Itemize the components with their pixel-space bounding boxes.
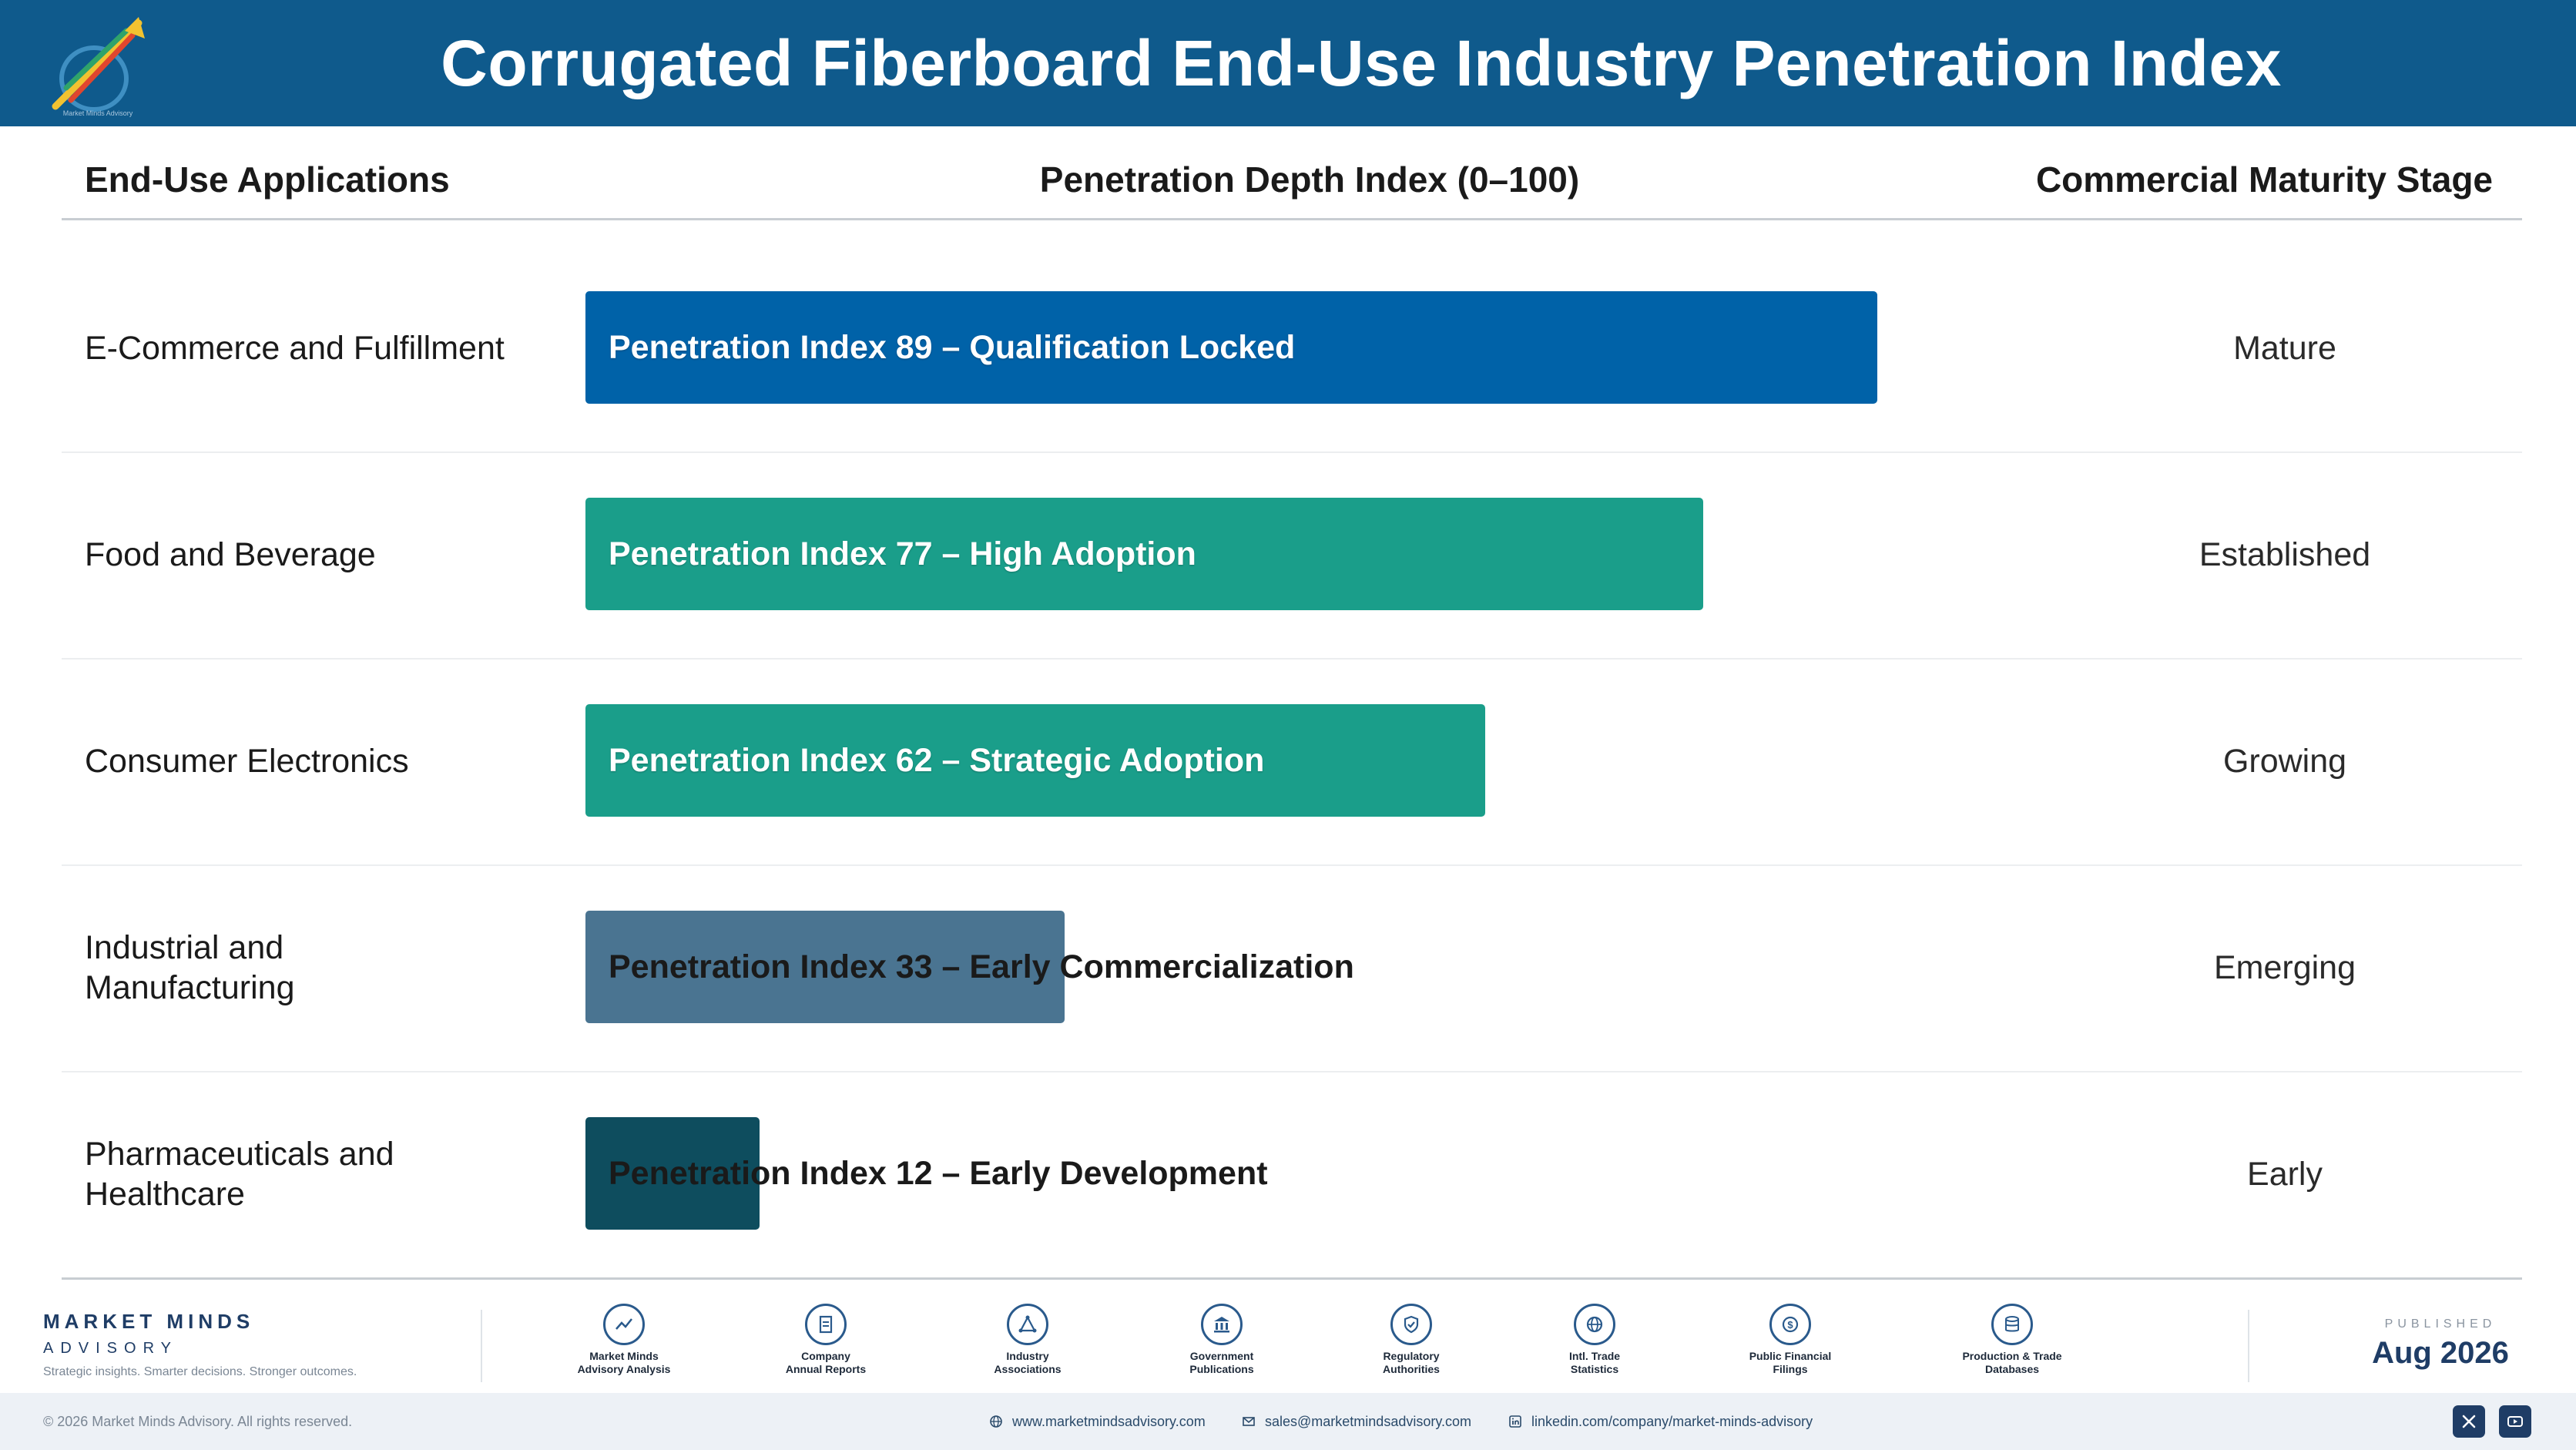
website-text: www.marketmindsadvisory.com	[1012, 1413, 1206, 1429]
footer-divider	[481, 1310, 482, 1382]
building-icon	[1201, 1304, 1243, 1345]
header-divider	[62, 218, 2522, 220]
category-label: Food and Beverage	[85, 451, 547, 658]
category-label-line: Food and Beverage	[85, 536, 376, 573]
source-item: Market Minds Advisory Analysis	[539, 1304, 709, 1376]
source-item: Production & Trade Databases	[1927, 1304, 2097, 1376]
category-label-line: Manufacturing	[85, 969, 295, 1006]
source-label: Statistics	[1570, 1363, 1619, 1375]
source-item: Industry Associations	[943, 1304, 1112, 1376]
bar-data-label: Penetration Index 12 – Early Development	[609, 1154, 1268, 1192]
source-label: Market Minds	[589, 1350, 659, 1362]
shield-check-icon	[1390, 1304, 1432, 1345]
category-label-line: Healthcare	[85, 1176, 245, 1213]
category-label: Consumer Electronics	[85, 658, 547, 864]
footer-brand: MARKET MINDS ADVISORY Strategic insights…	[43, 1310, 357, 1379]
bar-data-label: Penetration Index 77 – High Adoption	[609, 535, 1196, 572]
source-label: Authorities	[1383, 1363, 1440, 1375]
category-label-line: Pharmaceuticals and	[85, 1136, 394, 1173]
brand-name: MARKET MINDS	[43, 1310, 255, 1333]
chart-row: Consumer Electronics Penetration Index 62…	[62, 658, 2522, 866]
maturity-stage-label: Established	[2199, 535, 2371, 573]
category-label-line: Industrial and	[85, 929, 284, 966]
column-header-stage: Commercial Maturity Stage	[2035, 159, 2493, 200]
source-item: Company Annual Reports	[741, 1304, 911, 1376]
chart-row: Industrial and Manufacturing Penetration I…	[62, 864, 2522, 1072]
source-label: Advisory Analysis	[577, 1363, 671, 1375]
source-label: Public Financial	[1749, 1350, 1832, 1362]
published-label: PUBLISHED	[2384, 1317, 2497, 1331]
brand-subtitle: ADVISORY	[43, 1340, 178, 1357]
company-logo: Market Minds Advisory	[40, 8, 156, 120]
database-icon	[1991, 1304, 2033, 1345]
maturity-stage-label: Early	[2247, 1155, 2323, 1193]
document-icon	[805, 1304, 847, 1345]
bar	[585, 291, 1877, 404]
source-item: Intl. Trade Statistics	[1510, 1304, 1679, 1376]
chart-row: Pharmaceuticals and Healthcare Penetration…	[62, 1071, 2522, 1280]
copyright-text: © 2026 Market Minds Advisory. All rights…	[43, 1413, 353, 1429]
source-label: Publications	[1189, 1363, 1254, 1375]
maturity-stage-label: Mature	[2233, 329, 2336, 367]
maturity-stage-label: Emerging	[2213, 948, 2356, 986]
bar-data-label: Penetration Index 33 – Early Commerciali…	[609, 948, 1354, 985]
globe-icon	[1574, 1304, 1615, 1345]
source-item: Government Publications	[1137, 1304, 1306, 1376]
source-label: Company	[801, 1350, 850, 1362]
brand-tagline: Strategic insights. Smarter decisions. S…	[43, 1365, 357, 1378]
bar	[585, 498, 1703, 610]
dollar-coin-icon: $	[1769, 1304, 1811, 1345]
chart-row: E-Commerce and Fulfillment Penetration In…	[62, 245, 2522, 453]
category-label-line: E-Commerce and Fulfillment	[85, 330, 505, 367]
source-label: Production & Trade	[1962, 1350, 2062, 1362]
footer-divider	[2248, 1310, 2249, 1382]
bar	[585, 1117, 760, 1230]
category-label: Pharmaceuticals and Healthcare	[85, 1071, 547, 1277]
youtube-icon[interactable]	[2499, 1405, 2531, 1438]
website-link[interactable]: www.marketmindsadvisory.com	[989, 1393, 1206, 1450]
column-header-index: Penetration Depth Index (0–100)	[1039, 159, 1580, 200]
source-label: Regulatory	[1383, 1350, 1440, 1362]
sources-strip: Market Minds Advisory Analysis Company Ann…	[539, 1304, 2234, 1388]
x-icon[interactable]	[2453, 1405, 2485, 1438]
source-label: Industry	[1006, 1350, 1049, 1362]
maturity-stage-label: Growing	[2222, 742, 2347, 780]
network-icon	[1007, 1304, 1048, 1345]
bar-data-label: Penetration Index 62 – Strategic Adoptio…	[609, 741, 1265, 779]
column-header-applications: End-Use Applications	[85, 159, 450, 200]
bar-data-label: Penetration Index 89 – Qualification Loc…	[609, 328, 1296, 366]
header-banner: Market Minds Advisory Corrugated Fiberbo…	[0, 0, 2576, 126]
published-block: PUBLISHED Aug 2026	[2348, 1317, 2533, 1371]
globe-icon	[990, 1415, 1002, 1428]
bar	[585, 911, 1065, 1023]
category-label: E-Commerce and Fulfillment	[85, 245, 547, 451]
published-date: Aug 2026	[2372, 1336, 2509, 1370]
footer: MARKET MINDS ADVISORY Strategic insights…	[0, 1294, 2576, 1450]
source-label: Annual Reports	[785, 1363, 867, 1375]
linkedin-icon	[1509, 1415, 1521, 1428]
email-link[interactable]: sales@marketmindsadvisory.com	[1242, 1393, 1471, 1450]
source-label: Databases	[1984, 1363, 2040, 1375]
chart-line-icon	[603, 1304, 645, 1345]
source-item: Regulatory Authorities	[1327, 1304, 1496, 1376]
linkedin-text: linkedin.com/company/market-minds-adviso…	[1531, 1413, 1813, 1429]
source-label: Filings	[1773, 1363, 1808, 1375]
svg-text:Market Minds Advisory: Market Minds Advisory	[63, 109, 133, 117]
category-label: Industrial and Manufacturing	[85, 864, 547, 1071]
bar	[585, 704, 1485, 817]
source-item: $ Public Financial Filings	[1706, 1304, 1875, 1376]
chart-row: Food and Beverage Penetration Index 77 – …	[62, 451, 2522, 660]
linkedin-link[interactable]: linkedin.com/company/market-minds-adviso…	[1508, 1393, 1813, 1450]
page-title: Corrugated Fiberboard End-Use Industry P…	[441, 27, 2282, 99]
source-label: Intl. Trade	[1568, 1350, 1621, 1362]
source-label: Government	[1189, 1350, 1254, 1362]
svg-text:$: $	[1787, 1319, 1793, 1331]
category-label-line: Consumer Electronics	[85, 743, 409, 780]
footer-bottom-bar: © 2026 Market Minds Advisory. All rights…	[0, 1393, 2576, 1450]
email-text: sales@marketmindsadvisory.com	[1265, 1413, 1472, 1429]
source-label: Associations	[994, 1363, 1062, 1375]
mail-icon	[1243, 1417, 1255, 1426]
